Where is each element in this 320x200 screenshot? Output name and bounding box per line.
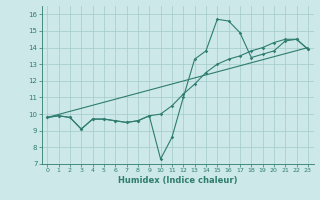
X-axis label: Humidex (Indice chaleur): Humidex (Indice chaleur) — [118, 176, 237, 185]
